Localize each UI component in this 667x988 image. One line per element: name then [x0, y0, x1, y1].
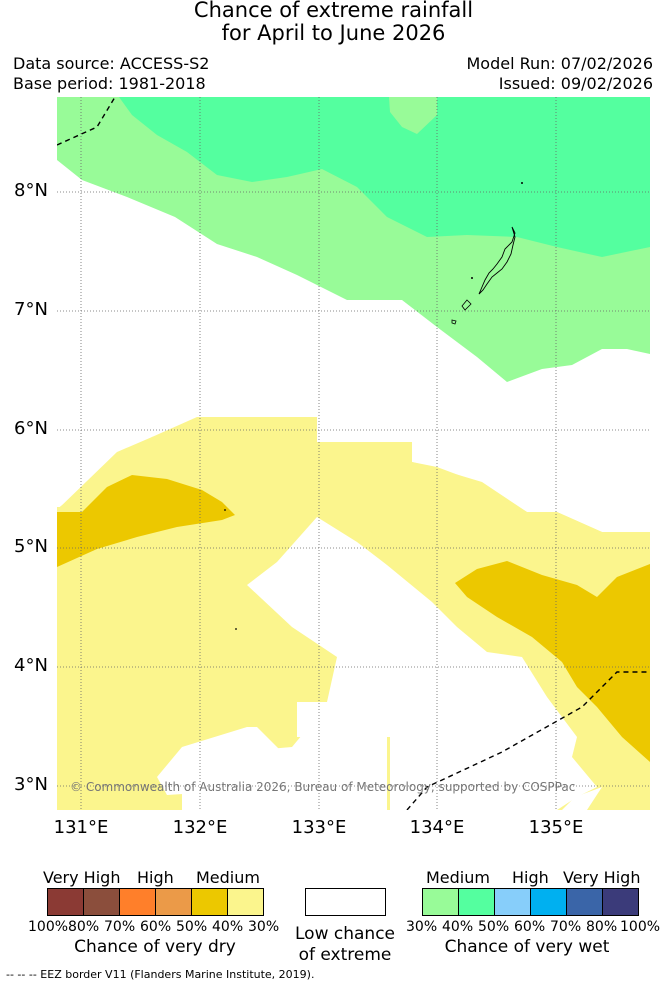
dry-pct-80: 80% [68, 919, 100, 935]
dry-high-patch-west [57, 475, 235, 567]
graticule [57, 97, 650, 810]
dry-legend-medium: Medium [196, 868, 260, 887]
wet-legend-very-high: Very High [563, 868, 641, 887]
wet-swatch-0 [422, 888, 459, 916]
lat-label-7n: 7°N [14, 299, 48, 320]
dry-swatch-4 [191, 888, 228, 916]
base-period: Base period: 1981-2018 [13, 74, 206, 93]
dry-swatch-1 [83, 888, 120, 916]
wet-pct-60: 60% [514, 919, 546, 935]
wet-swatch-2 [494, 888, 531, 916]
sonsorol-island [224, 509, 226, 511]
lon-label-132e: 132°E [172, 817, 228, 838]
low-chance-label-line2: of extreme [298, 945, 392, 965]
lat-label-6n: 6°N [14, 418, 48, 439]
lon-label-134e: 134°E [409, 817, 465, 838]
model-run: Model Run: 07/02/2026 [466, 54, 654, 73]
map-title-line2: for April to June 2026 [221, 21, 446, 45]
wet-swatch-1 [458, 888, 495, 916]
dry-pct-60: 60% [140, 919, 172, 935]
dry-pct-40: 40% [212, 919, 244, 935]
wet-legend-title: Chance of very wet [444, 937, 610, 957]
palau-island-dot2 [471, 277, 473, 279]
lat-label-3n: 3°N [14, 774, 48, 795]
wet-pct-80: 80% [586, 919, 618, 935]
low-chance-swatch [305, 888, 386, 916]
lon-label-131e: 131°E [53, 817, 109, 838]
eez-footnote: -- -- -- EEZ border V11 (Flanders Marine… [6, 968, 315, 981]
dry-pct-100: 100% [28, 919, 69, 935]
issued-date: Issued: 09/02/2026 [498, 74, 653, 93]
eez-border-north [57, 97, 116, 146]
tobi-island [235, 628, 237, 630]
wet-pct-50: 50% [478, 919, 510, 935]
lat-label-8n: 8°N [14, 180, 48, 201]
lon-label-133e: 133°E [291, 817, 347, 838]
map-title-line1: Chance of extreme rainfall [193, 0, 474, 22]
dry-legend-very-high: Very High [43, 868, 121, 887]
palau-island-dot1 [521, 182, 523, 184]
lon-label-135e: 135°E [528, 817, 584, 838]
wet-legend-high: High [512, 868, 549, 887]
wet-legend-medium: Medium [426, 868, 490, 887]
wet-pct-40: 40% [442, 919, 474, 935]
dry-swatch-5 [227, 888, 264, 916]
palau-island-small2 [451, 319, 457, 325]
wet-pct-100: 100% [620, 919, 661, 935]
dry-pct-70: 70% [104, 919, 136, 935]
dry-swatch-3 [155, 888, 192, 916]
lat-label-5n: 5°N [14, 536, 48, 557]
dry-swatch-0 [47, 888, 84, 916]
dry-legend-title: Chance of very dry [74, 937, 236, 957]
dry-swatch-2 [119, 888, 156, 916]
palau-islands [478, 226, 516, 295]
wet-swatch-3 [530, 888, 567, 916]
wet-medium-patch [389, 97, 437, 134]
low-chance-region [247, 517, 597, 810]
wet-pct-30: 30% [406, 919, 438, 935]
dry-high-patch-east [455, 561, 650, 762]
dry-legend-high: High [137, 868, 174, 887]
low-chance-southwest [157, 727, 292, 795]
lat-label-4n: 4°N [14, 655, 48, 676]
low-chance-label-line1: Low chance [295, 924, 395, 944]
wet-swatch-5 [602, 888, 639, 916]
dry-pct-30: 30% [248, 919, 280, 935]
wet-medium-high-region [119, 97, 650, 257]
wet-pct-70: 70% [550, 919, 582, 935]
data-source: Data source: ACCESS-S2 [13, 54, 210, 73]
wet-swatch-4 [566, 888, 603, 916]
map-area: © Commonwealth of Australia 2026, Bureau… [57, 97, 650, 810]
dry-pct-50: 50% [176, 919, 208, 935]
low-chance-southeast [562, 787, 602, 810]
palau-island-small1 [461, 299, 472, 311]
map-copyright: © Commonwealth of Australia 2026, Bureau… [70, 780, 575, 794]
